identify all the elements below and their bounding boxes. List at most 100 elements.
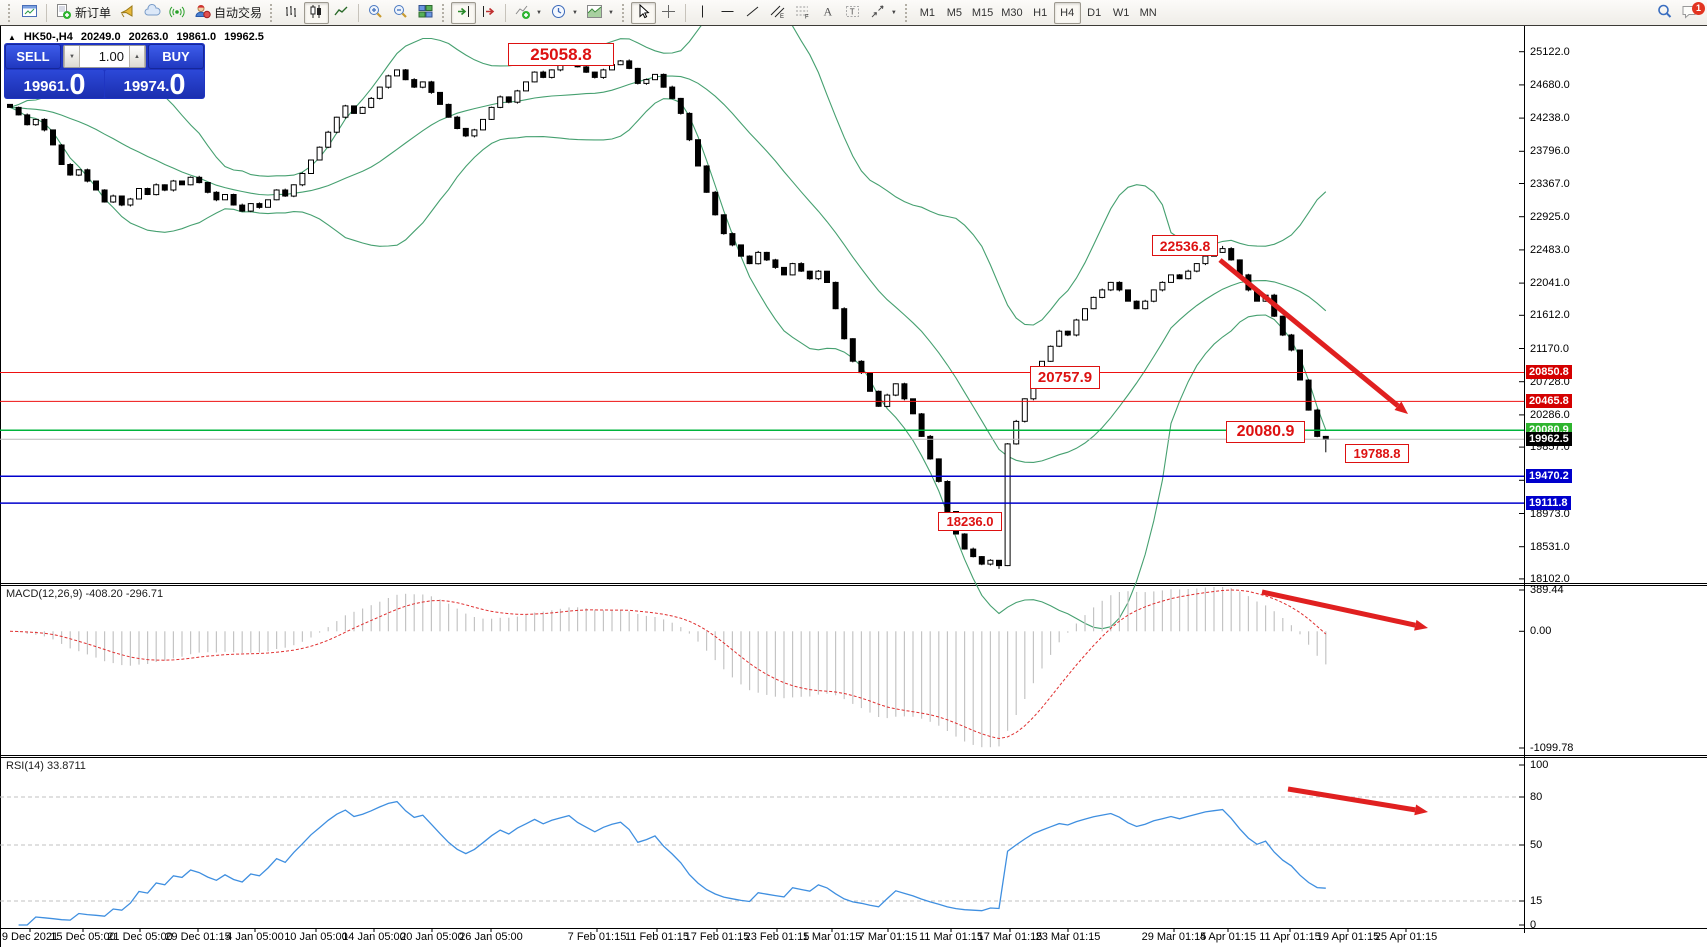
text-label-tool-button[interactable]: T <box>840 2 865 24</box>
line-chart-button[interactable] <box>329 2 354 24</box>
vertical-line-icon <box>694 3 711 23</box>
svg-text:A: A <box>823 4 832 18</box>
caret-down-icon: ▼ <box>890 9 897 16</box>
new-order-label: 新订单 <box>75 6 112 20</box>
indicators-button[interactable]: ▼ <box>510 2 546 24</box>
toolbar-drag-handle[interactable] <box>904 3 910 22</box>
bar-open: 20249.0 <box>80 31 121 43</box>
buy-button[interactable]: BUY <box>148 44 204 69</box>
trendline-icon <box>744 3 761 23</box>
horn-icon <box>119 3 136 23</box>
fibonacci-icon: F <box>794 3 811 23</box>
toolbar-drag-handle[interactable] <box>270 3 275 22</box>
signals-button[interactable] <box>165 2 190 24</box>
volume-stepper: ▼ ▲ <box>63 45 146 68</box>
auto-trading-button[interactable]: 自动交易 <box>190 2 266 24</box>
bar-high: 20263.0 <box>128 31 169 43</box>
macd-label: MACD(12,26,9) -408.20 -296.71 <box>6 588 164 600</box>
zoom-out-button[interactable] <box>388 2 413 24</box>
candlestick-icon <box>308 3 325 23</box>
volume-increase-button[interactable]: ▲ <box>129 46 145 67</box>
bar-chart-icon <box>283 3 300 23</box>
new-order-button[interactable]: 新订单 <box>51 2 115 24</box>
line-chart-icon <box>333 3 350 23</box>
search-icon <box>1656 3 1673 23</box>
auto-scroll-icon <box>455 3 472 23</box>
tile-windows-button[interactable] <box>413 2 438 24</box>
crosshair-button[interactable] <box>656 2 681 24</box>
sell-price-main: 19961. <box>23 78 70 95</box>
bar-close: 19962.5 <box>224 31 264 43</box>
crosshair-icon <box>660 3 677 23</box>
timeframe-d1-button[interactable]: D1 <box>1081 2 1108 24</box>
periods-button[interactable]: ▼ <box>546 2 582 24</box>
candlestick-chart-button[interactable] <box>304 1 330 24</box>
bar-low: 19861.0 <box>176 31 217 43</box>
toolbar-drag-handle[interactable] <box>442 3 447 22</box>
sell-price[interactable]: 19961. 0 <box>5 69 104 101</box>
indicators-icon <box>514 3 531 23</box>
trendline-tool-button[interactable] <box>740 2 765 24</box>
buy-price-main: 19974. <box>123 78 170 95</box>
chart-ohlc-header: ▲ HK50-,H4 20249.0 20263.0 19861.0 19962… <box>8 31 264 43</box>
cursor-icon <box>635 3 652 23</box>
search-button[interactable] <box>1652 2 1677 24</box>
zoom-in-button[interactable] <box>363 2 388 24</box>
chart-canvas[interactable] <box>0 26 1707 947</box>
market-cloud-button[interactable] <box>140 2 165 24</box>
svg-text:E: E <box>780 14 784 20</box>
timeframe-m5-button[interactable]: M5 <box>941 2 968 24</box>
svg-text:F: F <box>805 14 809 20</box>
timeframe-m30-button[interactable]: M30 <box>997 2 1026 24</box>
timeframe-h4-button[interactable]: H4 <box>1053 1 1081 24</box>
timeframe-h1-button[interactable]: H1 <box>1027 2 1054 24</box>
timeframe-m15-button[interactable]: M15 <box>968 2 997 24</box>
vertical-line-tool-button[interactable] <box>690 2 715 24</box>
templates-button[interactable]: ▼ <box>582 2 618 24</box>
chart-shift-icon <box>480 3 497 23</box>
volume-input[interactable] <box>80 46 129 67</box>
notifications-button[interactable]: 1 <box>1677 1 1705 24</box>
buy-price[interactable]: 19974. 0 <box>105 69 204 101</box>
new-chart-button[interactable] <box>17 2 42 24</box>
caret-down-icon: ▼ <box>69 53 75 60</box>
zoom-in-icon <box>367 3 384 23</box>
timeframe-mn-button[interactable]: MN <box>1135 2 1162 24</box>
caret-down-icon: ▼ <box>571 9 578 16</box>
sell-button[interactable]: SELL <box>5 44 61 69</box>
horizontal-line-tool-button[interactable] <box>715 2 740 24</box>
svg-text:T: T <box>850 7 855 16</box>
caret-down-icon: ▼ <box>536 9 542 16</box>
text-tool-button[interactable]: A <box>815 2 840 24</box>
toolbar: 新订单 自动交易 ▼ ▼ ▼ E F A T ▼ M1 M5 M15 M30 H… <box>0 0 1707 26</box>
collapse-icon[interactable]: ▲ <box>8 32 16 42</box>
channel-tool-button[interactable]: E <box>765 2 790 24</box>
chart-shift-button[interactable] <box>476 2 501 24</box>
chart-window-icon <box>21 3 38 23</box>
arrows-tool-button[interactable]: ▼ <box>865 2 901 24</box>
caret-up-icon: ▲ <box>134 53 140 60</box>
template-icon <box>586 3 603 23</box>
auto-scroll-button[interactable] <box>451 1 477 24</box>
signal-waves-icon <box>169 3 186 23</box>
chart-area[interactable]: 25122.0 24680.0 24238.0 23796.0 23367.0 22925… <box>0 26 1707 947</box>
buy-price-pip: 0 <box>169 69 186 101</box>
new-order-icon <box>55 3 72 23</box>
arrows-icon <box>869 3 886 23</box>
fibonacci-tool-button[interactable]: F <box>790 2 815 24</box>
text-icon: A <box>819 3 836 23</box>
cursor-button[interactable] <box>630 1 656 24</box>
volume-decrease-button[interactable]: ▼ <box>64 46 80 67</box>
timeframe-m1-button[interactable]: M1 <box>914 2 941 24</box>
sell-price-pip: 0 <box>69 69 86 101</box>
auto-trading-label: 自动交易 <box>214 6 263 20</box>
toolbar-drag-handle[interactable] <box>621 3 627 22</box>
clock-icon <box>550 3 567 23</box>
bar-chart-button[interactable] <box>279 2 304 24</box>
timeframe-w1-button[interactable]: W1 <box>1108 2 1135 24</box>
rsi-label: RSI(14) 33.8711 <box>6 760 86 772</box>
cloud-icon <box>144 3 161 23</box>
toolbar-drag-handle[interactable] <box>8 3 13 22</box>
text-label-icon: T <box>844 3 861 23</box>
alerts-button[interactable] <box>115 2 140 24</box>
